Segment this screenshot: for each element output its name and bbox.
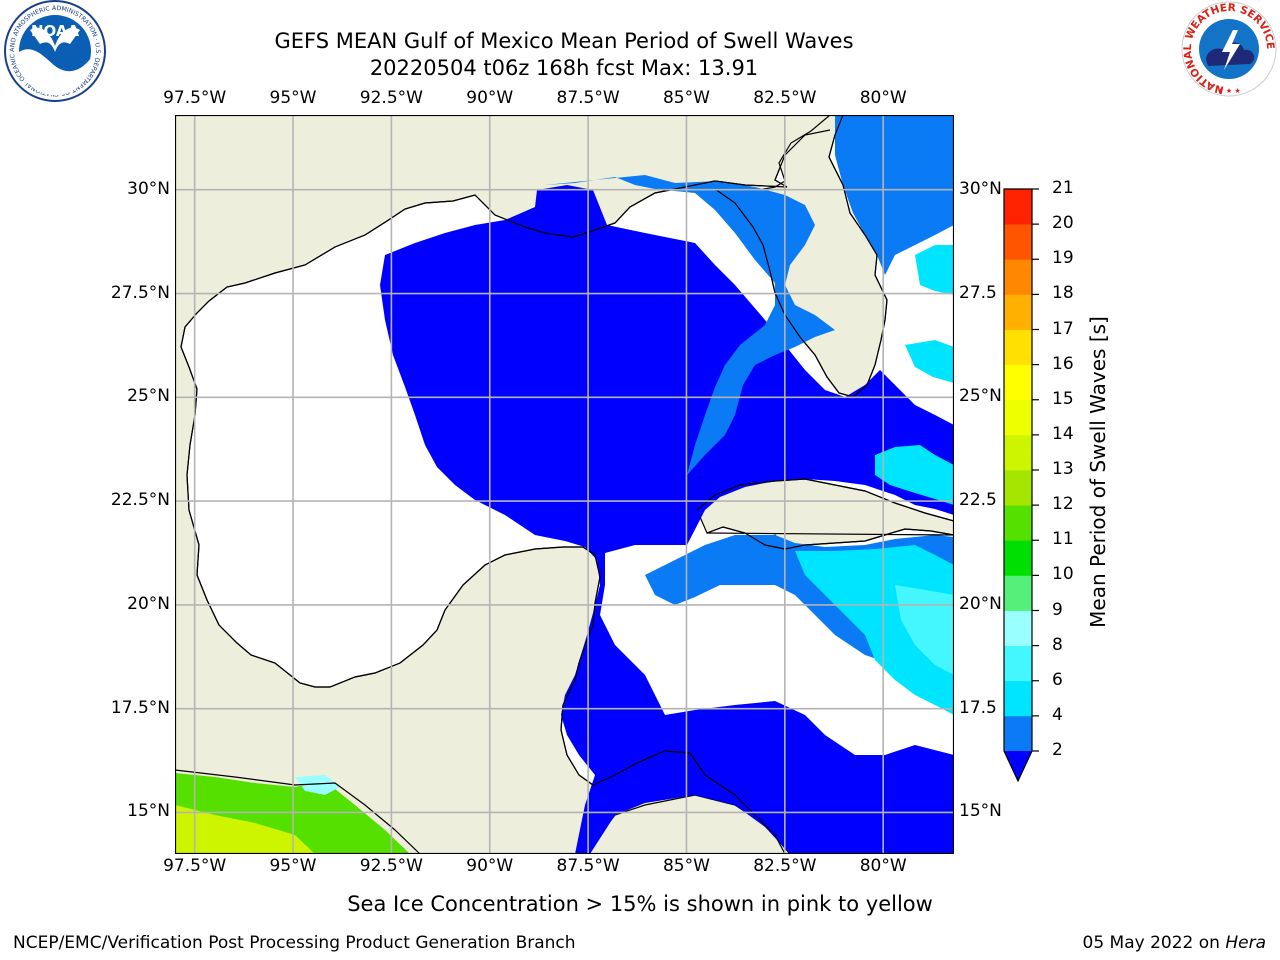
lon-tick-label: 82.5°W xyxy=(753,856,817,876)
lat-tick-label: 20°N xyxy=(127,593,170,614)
colorbar-under-triangle xyxy=(1004,751,1032,781)
map-frame xyxy=(175,115,954,854)
colorbar-segment xyxy=(1004,399,1032,436)
colorbar-segment xyxy=(1004,680,1032,717)
colorbar-tick-label: 14 xyxy=(1052,423,1074,444)
lat-tick-label: 17.5°N xyxy=(110,697,170,718)
lon-tick-label: 87.5°W xyxy=(556,856,620,876)
colorbar-tick-label: 2 xyxy=(1052,740,1063,760)
colorbar-segment xyxy=(1004,329,1032,366)
swell-period-map xyxy=(175,115,954,854)
field-4-6s-straits xyxy=(875,445,954,505)
map-title: GEFS MEAN Gulf of Mexico Mean Period of … xyxy=(274,29,854,53)
lat-tick-label: 22.5°N xyxy=(110,490,170,511)
colorbar-segment xyxy=(1004,505,1032,541)
field-4-6s-bahamas xyxy=(915,245,954,295)
lat-tick-label: 15°N xyxy=(959,801,1002,822)
colorbar-tick-label: 10 xyxy=(1052,564,1074,585)
field-4-6s-caribbean xyxy=(795,545,954,715)
footer-date: 05 May 2022 on Hera xyxy=(1083,933,1267,953)
field-6-8s xyxy=(895,585,954,675)
colorbar-tick-label: 9 xyxy=(1052,599,1063,620)
colorbar-segment xyxy=(1004,189,1032,225)
colorbar-tick-label: 13 xyxy=(1052,459,1074,479)
field-2-4s xyxy=(545,175,835,475)
colorbar-segment xyxy=(1004,224,1032,260)
colorbar-segment xyxy=(1004,294,1032,330)
colorbar-tick-label: 18 xyxy=(1052,283,1074,304)
colorbar-segment xyxy=(1004,575,1032,611)
lon-tick-label: 87.5°W xyxy=(556,88,620,108)
lat-tick-label: 27.5 xyxy=(959,282,997,303)
colorbar-segment xyxy=(1004,610,1032,647)
field-2-4s-east xyxy=(835,115,954,275)
colorbar-tick-label: 11 xyxy=(1052,529,1074,550)
lon-tick-label: 82.5°W xyxy=(753,88,817,108)
lat-tick-label: 15°N xyxy=(127,801,170,822)
colorbar-tick-label: 20 xyxy=(1052,213,1074,234)
lon-tick-label: 97.5°W xyxy=(163,856,227,876)
grid-lines xyxy=(175,115,954,854)
footer-credit: NCEP/EMC/Verification Post Processing Pr… xyxy=(13,933,576,953)
lon-tick-label: 95°W xyxy=(269,88,317,108)
colorbar-label: Mean Period of Swell Waves [s] xyxy=(1086,316,1110,628)
colorbar-tick-label: 12 xyxy=(1052,494,1074,515)
footer-machine: Hera xyxy=(1225,933,1266,953)
colorbar-tick-label: 4 xyxy=(1052,704,1063,725)
coastline xyxy=(175,115,954,854)
lat-tick-label: 25°N xyxy=(127,386,170,407)
colorbar-segment xyxy=(1004,364,1032,401)
field-pacific-high xyxy=(175,805,315,854)
swell-period-field xyxy=(175,115,954,854)
lon-tick-label: 80°W xyxy=(859,856,907,876)
colorbar-tick-label: 6 xyxy=(1052,669,1063,690)
lat-tick-label: 22.5 xyxy=(959,490,997,511)
lon-tick-label: 90°W xyxy=(466,88,514,108)
colorbar-tick-label: 19 xyxy=(1052,248,1074,269)
colorbar-tick-label: 8 xyxy=(1052,634,1063,655)
field-4-6s-florida-east xyxy=(905,340,954,383)
colorbar-outline xyxy=(1003,188,1033,783)
lon-tick-label: 90°W xyxy=(466,856,514,876)
sea-ice-note: Sea Ice Concentration > 15% is shown in … xyxy=(347,892,933,916)
colorbar-tick-label: 16 xyxy=(1052,353,1074,374)
colorbar-segment xyxy=(1004,645,1032,682)
nws-logo: NATIONAL WEATHER SERVICE ★ ★ ★ xyxy=(1181,1,1277,97)
lon-tick-label: 92.5°W xyxy=(359,856,423,876)
lat-tick-label: 17.5 xyxy=(959,697,997,718)
svg-text:NOAA: NOAA xyxy=(31,22,80,40)
colorbar-tick-label: 21 xyxy=(1052,178,1074,198)
lat-tick-label: 27.5°N xyxy=(110,282,170,303)
colorbar-segment xyxy=(1004,259,1032,295)
lon-tick-label: 80°W xyxy=(859,88,907,108)
lon-tick-label: 92.5°W xyxy=(359,88,423,108)
lat-tick-label: 20°N xyxy=(959,593,1002,614)
lat-tick-label: 25°N xyxy=(959,386,1002,407)
lon-tick-label: 85°W xyxy=(662,88,710,108)
colorbar-segment xyxy=(1004,540,1032,576)
colorbar-segment xyxy=(1004,715,1032,752)
lat-tick-label: 30°N xyxy=(959,178,1002,199)
lon-tick-label: 85°W xyxy=(662,856,710,876)
colorbar-segment xyxy=(1004,434,1032,471)
colorbar-tick-label: 15 xyxy=(1052,388,1074,409)
colorbar-tick-label: 17 xyxy=(1052,318,1074,339)
svg-text:★ ★ ★: ★ ★ ★ xyxy=(1217,87,1240,95)
lon-tick-label: 97.5°W xyxy=(163,88,227,108)
lat-tick-label: 30°N xyxy=(127,178,170,199)
field-under-2s xyxy=(380,185,954,854)
noaa-logo: NATIONAL OCEANIC AND ATMOSPHERIC ADMINIS… xyxy=(0,0,106,102)
colorbar xyxy=(1003,188,1039,783)
colorbar-segment xyxy=(1004,470,1032,506)
footer-date-text: 05 May 2022 on xyxy=(1082,933,1226,953)
lon-tick-label: 95°W xyxy=(269,856,317,876)
map-subtitle: 20220504 t06z 168h fcst Max: 13.91 xyxy=(369,56,759,80)
field-pacific-low xyxy=(295,775,340,795)
